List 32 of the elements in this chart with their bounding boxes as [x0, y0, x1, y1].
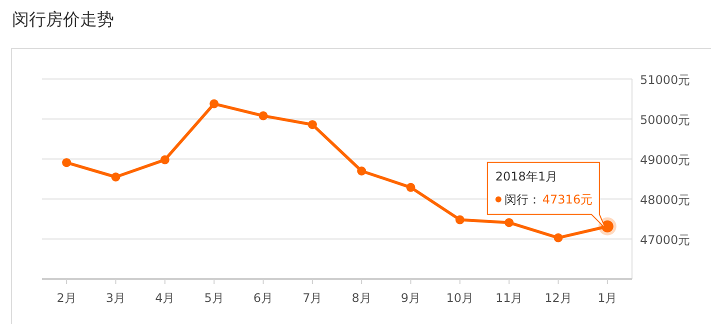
x-tick-label: 9月	[400, 291, 421, 305]
point	[62, 158, 72, 168]
data-label: 47316元	[542, 192, 593, 206]
x-tick-label: 3月	[106, 291, 126, 305]
x-tick-label: 10月	[446, 291, 474, 305]
point	[111, 172, 120, 182]
y-tick-label: 48000元	[640, 193, 690, 207]
point	[258, 111, 268, 120]
x-tick-label: 4月	[155, 291, 175, 305]
x-tick-label: 11月	[495, 291, 523, 305]
point	[210, 99, 219, 108]
x-tick-label: 5月	[204, 291, 224, 305]
x-tick-label: 2月	[56, 291, 76, 305]
x-tick-label: 12月	[544, 291, 572, 305]
y-tick-label: 50000元	[640, 113, 690, 127]
point	[554, 233, 563, 242]
point	[308, 120, 317, 130]
point	[455, 215, 464, 224]
point	[160, 155, 170, 164]
x-tick-label: 1月	[598, 291, 618, 305]
y-tick-label: 51000元	[640, 73, 690, 87]
point	[504, 218, 514, 228]
x-tick-label: 8月	[352, 291, 372, 305]
y-tick-label: 49000元	[640, 153, 690, 167]
x-tick-label: 6月	[253, 291, 274, 305]
y-tick-label: 47000元	[640, 233, 690, 247]
annotation: 2018年1月	[495, 169, 558, 184]
title: 闵行房价走势	[12, 10, 114, 30]
point	[357, 166, 366, 176]
x-tick-label: 7月	[302, 291, 322, 305]
legend-label: 闵行：	[504, 192, 540, 206]
point	[406, 182, 416, 192]
